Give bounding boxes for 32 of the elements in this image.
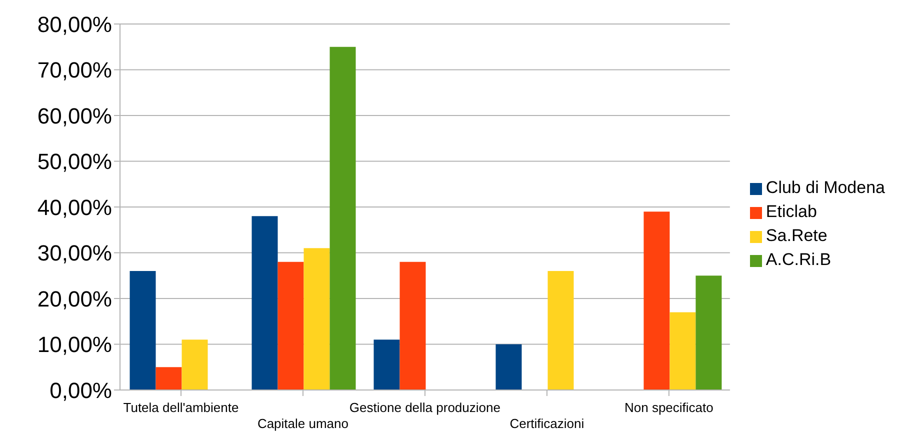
y-tick-label: 40,00% (37, 194, 112, 220)
bar (644, 212, 670, 390)
bar (548, 271, 574, 390)
bar (156, 367, 182, 390)
legend-label: Eticlab (766, 202, 817, 221)
bar (304, 248, 330, 390)
y-tick-label: 70,00% (37, 58, 112, 83)
bar (182, 340, 208, 390)
bar (130, 271, 156, 390)
x-tick-label: Non specificato (624, 400, 714, 415)
x-tick-label: Certificazioni (510, 416, 584, 431)
x-tick-label: Capitale umano (257, 416, 349, 431)
bar (330, 46, 356, 390)
y-tick-label: 50,00% (37, 149, 112, 174)
y-tick-label: 20,00% (37, 286, 112, 312)
y-tick-label: 60,00% (37, 103, 112, 128)
y-tick-label: 30,00% (37, 240, 112, 266)
legend-label: Sa.Rete (766, 226, 828, 245)
bar (670, 312, 696, 390)
y-tick-label: 10,00% (37, 332, 112, 358)
y-tick-label: 0,00% (50, 378, 112, 403)
x-tick-label: Tutela dell'ambiente (123, 400, 239, 415)
bar (400, 262, 426, 390)
legend-label: A.C.Ri.B (766, 250, 832, 269)
x-tick-label: Gestione della produzione (349, 400, 500, 415)
legend-label: Club di Modena (766, 178, 885, 197)
bar (496, 344, 522, 390)
bar (252, 216, 278, 390)
y-tick-label: 80,00% (37, 12, 112, 37)
bar (278, 262, 304, 390)
bar (696, 276, 722, 390)
bar (374, 340, 400, 390)
